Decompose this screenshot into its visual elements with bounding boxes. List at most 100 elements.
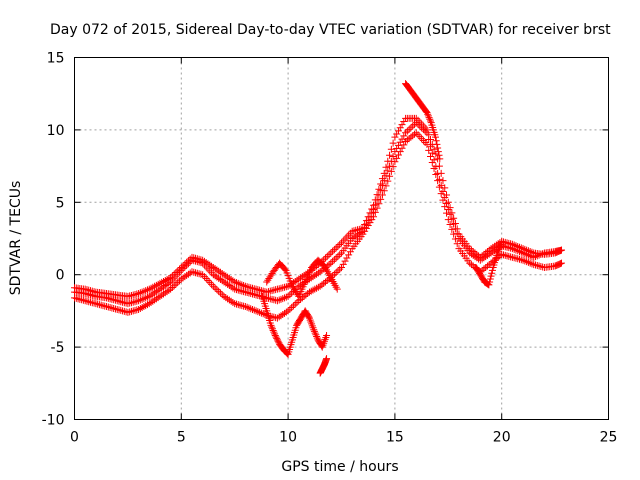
data-point — [361, 227, 369, 235]
data-point — [174, 278, 182, 286]
data-point — [384, 177, 392, 185]
data-point — [147, 284, 155, 292]
data-point — [467, 261, 475, 269]
y-tick-label: -5 — [51, 340, 65, 356]
data-point — [495, 246, 503, 254]
data-point — [305, 288, 313, 296]
data-point — [313, 284, 321, 292]
data-point — [435, 183, 443, 191]
data-point — [268, 323, 276, 331]
data-point — [425, 114, 433, 122]
data-point — [211, 284, 219, 292]
data-point — [393, 154, 401, 162]
data-point — [320, 279, 328, 287]
data-point — [428, 149, 436, 157]
data-point — [202, 275, 210, 283]
data-point — [327, 249, 335, 257]
x-tick-label: 15 — [386, 430, 404, 446]
data-point — [213, 266, 221, 274]
data-point — [336, 251, 344, 259]
data-point — [394, 127, 402, 135]
data-point — [277, 312, 285, 320]
data-point — [323, 252, 331, 260]
data-point — [512, 242, 520, 250]
data-point — [448, 209, 456, 217]
data-series — [472, 239, 506, 289]
data-point — [366, 209, 374, 217]
data-point — [528, 260, 536, 268]
data-point — [524, 258, 532, 266]
data-point — [400, 117, 408, 125]
data-point — [523, 258, 531, 266]
data-point — [321, 254, 329, 262]
data-point — [284, 307, 292, 315]
data-point — [483, 262, 491, 270]
data-point — [281, 265, 289, 273]
data-point — [135, 297, 143, 305]
data-point — [330, 256, 338, 264]
data-point — [274, 337, 282, 345]
data-point — [224, 273, 232, 281]
data-point — [297, 295, 305, 303]
x-tick-label: 20 — [493, 430, 511, 446]
data-point — [323, 276, 331, 284]
data-point — [273, 297, 281, 305]
data-point — [216, 268, 224, 276]
data-point — [430, 165, 438, 173]
data-point — [382, 163, 390, 171]
data-point — [152, 295, 160, 303]
data-point — [222, 294, 230, 302]
data-point — [140, 303, 148, 311]
data-point — [361, 221, 369, 229]
data-point — [444, 216, 452, 224]
data-point — [313, 332, 321, 340]
data-point — [165, 286, 173, 294]
data-point — [172, 280, 180, 288]
data-point — [423, 109, 431, 117]
data-point — [359, 224, 367, 232]
data-point — [273, 314, 281, 322]
data-point — [494, 247, 502, 255]
data-point — [334, 267, 342, 275]
data-point — [496, 244, 504, 252]
data-point — [519, 245, 527, 253]
data-point — [469, 248, 477, 256]
data-point — [243, 303, 251, 311]
data-point — [443, 200, 451, 208]
data-point — [375, 185, 383, 193]
data-point — [282, 293, 290, 301]
data-point — [170, 270, 178, 278]
data-point — [393, 130, 401, 138]
data-point — [136, 296, 144, 304]
data-point — [143, 293, 151, 301]
data-point — [286, 291, 294, 299]
data-point — [526, 259, 534, 267]
data-point — [332, 254, 340, 262]
data-point — [421, 124, 429, 132]
data-point — [277, 295, 285, 303]
data-point — [368, 205, 376, 213]
data-point — [371, 196, 379, 204]
data-point — [434, 148, 442, 156]
data-point — [516, 243, 523, 251]
data-point — [362, 217, 370, 225]
data-point — [510, 241, 518, 249]
data-point — [424, 110, 432, 118]
data-point — [387, 167, 395, 175]
data-point — [426, 115, 434, 123]
data-point — [333, 285, 341, 293]
data-point — [480, 265, 488, 273]
data-point — [488, 269, 496, 277]
data-point — [377, 180, 385, 188]
data-point — [346, 248, 354, 256]
data-point — [444, 198, 452, 206]
data-point — [412, 114, 420, 122]
data-point — [350, 233, 358, 241]
data-point — [467, 246, 475, 254]
data-point — [167, 285, 175, 293]
data-point — [400, 141, 408, 149]
data-point — [341, 235, 349, 243]
data-point — [288, 304, 296, 312]
data-point — [271, 332, 279, 340]
data-point — [225, 274, 233, 282]
